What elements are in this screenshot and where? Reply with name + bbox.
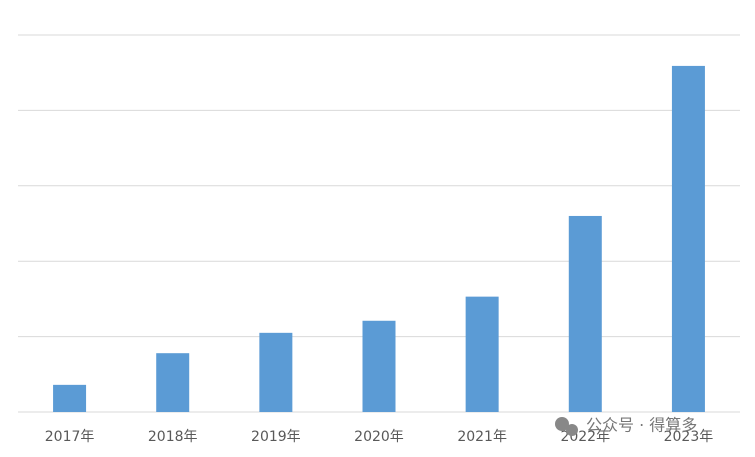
x-tick-label: 2023年 xyxy=(664,429,714,445)
x-tick-label: 2020年 xyxy=(354,429,404,445)
bar xyxy=(568,215,602,412)
x-tick-label: 2021年 xyxy=(457,429,507,445)
watermark-text: 公众号 · 得算多 xyxy=(586,416,697,435)
watermark-icon xyxy=(566,424,578,436)
bar xyxy=(362,320,396,412)
bar xyxy=(156,353,190,412)
bar xyxy=(53,384,87,412)
x-tick-label: 2017年 xyxy=(45,429,95,445)
bar xyxy=(465,296,499,412)
x-tick-label: 2018年 xyxy=(148,429,198,445)
bar xyxy=(259,332,293,412)
x-tick-label: 2019年 xyxy=(251,429,301,445)
bar xyxy=(671,65,705,412)
watermark-icon xyxy=(555,417,569,431)
watermark: 公众号 · 得算多 xyxy=(555,416,697,436)
